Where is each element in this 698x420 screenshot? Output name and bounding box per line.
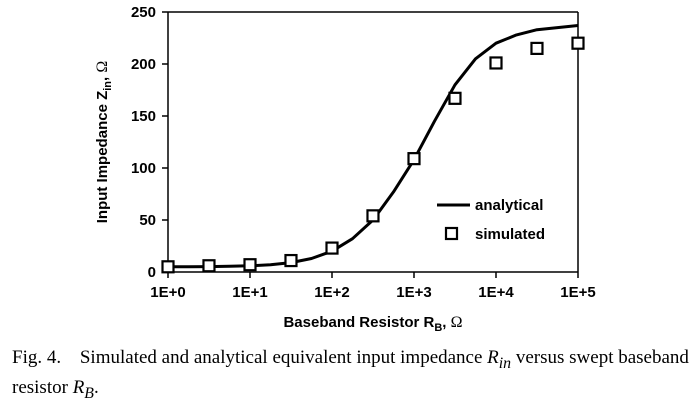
simulated-point: [407, 152, 421, 166]
simulated-point: [202, 259, 216, 273]
figure-caption: Fig. 4. Simulated and analytical equival…: [12, 346, 692, 406]
plot-area: [167, 11, 579, 273]
legend-label-simulated: simulated: [475, 226, 545, 243]
y-tick-label: 150: [131, 108, 156, 125]
caption-text-1: Simulated and analytical equivalent inpu…: [79, 347, 483, 368]
simulated-point: [366, 209, 380, 223]
x-tick-label: 1E+4: [478, 284, 514, 301]
simulated-point: [284, 253, 298, 268]
x-tick-label: 1E+1: [232, 284, 267, 301]
y-tick-label: 50: [139, 212, 156, 229]
simulated-point: [489, 56, 503, 70]
y-axis-ticks: 0 50 100 150 200 250: [131, 4, 168, 281]
series-layer: [161, 24, 585, 274]
y-tick-label: 250: [131, 4, 156, 21]
legend-marker-sample: [444, 226, 459, 241]
simulated-point: [448, 91, 462, 105]
y-tick-label: 200: [131, 56, 156, 73]
simulated-point: [325, 241, 339, 255]
x-tick-label: 1E+0: [150, 284, 185, 301]
caption-label: Fig. 4.: [12, 347, 62, 368]
simulated-point: [243, 258, 257, 272]
x-tick-label: 1E+3: [396, 284, 431, 301]
x-axis-ticks: 1E+0 1E+1 1E+2 1E+3 1E+4 1E+5: [150, 272, 596, 301]
caption-math-r-b: RB: [72, 376, 94, 402]
simulated-point: [571, 36, 585, 50]
simulated-point: [530, 41, 544, 56]
legend: analytical simulated: [437, 197, 545, 243]
caption-period: .: [93, 376, 99, 398]
legend-label-analytical: analytical: [475, 197, 543, 214]
x-tick-label: 1E+5: [560, 284, 595, 301]
y-axis-title: Input Impedance Zin, Ω: [94, 61, 114, 224]
x-axis-title: Baseband Resistor RB, Ω: [283, 314, 462, 334]
caption-text-2: versus swept baseband resistor: [12, 347, 689, 398]
x-tick-label: 1E+2: [314, 284, 349, 301]
simulated-point: [161, 260, 175, 274]
y-tick-label: 100: [131, 160, 156, 177]
y-tick-label: 0: [148, 264, 156, 281]
caption-math-r-in: Rin: [487, 347, 512, 372]
